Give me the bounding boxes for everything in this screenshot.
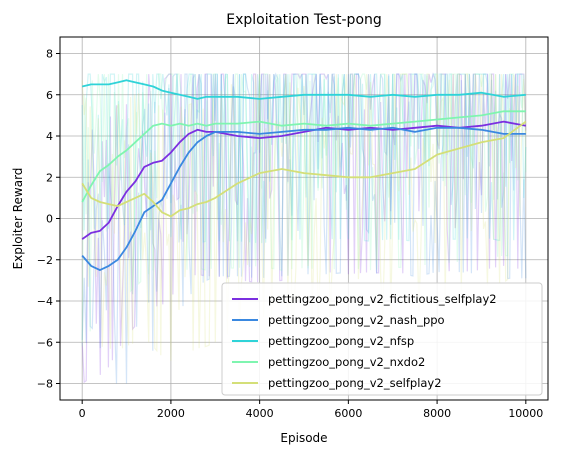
legend: pettingzoo_pong_v2_fictitious_selfplay2p…	[221, 282, 543, 396]
axis-ticks: 0 2000 4000 6000 8000 10000 −8 −6 −4 −2 0 2 4 6 8	[37, 48, 544, 421]
x-tick-label: 4000	[246, 407, 274, 420]
x-tick-label: 2000	[157, 407, 185, 420]
x-axis-label: Episode	[280, 431, 327, 445]
series-lines	[81, 79, 527, 272]
series-line-3	[81, 79, 526, 100]
legend-entry-1: pettingzoo_pong_v2_fictitious_selfplay2	[268, 292, 497, 306]
series-line-1	[81, 120, 526, 240]
y-axis-label: Exploiter Reward	[11, 168, 25, 270]
x-tick-label: 8000	[423, 407, 451, 420]
series-line-2	[81, 126, 526, 272]
chart-title: Exploitation Test-pong	[226, 12, 382, 28]
series-line-4	[81, 110, 526, 203]
y-tick-label: −4	[37, 295, 53, 308]
series-line-5	[81, 120, 527, 218]
raw-trace-5	[81, 73, 527, 361]
x-tick-label: 10000	[508, 407, 543, 420]
legend-entry-3: pettingzoo_pong_v2_nfsp	[268, 334, 414, 348]
y-tick-label: −8	[37, 378, 53, 391]
x-tick-label: 6000	[334, 407, 362, 420]
y-tick-label: 4	[46, 130, 53, 143]
y-tick-label: 8	[46, 48, 53, 61]
y-tick-label: 0	[46, 213, 53, 226]
legend-entry-2: pettingzoo_pong_v2_nash_ppo	[268, 313, 445, 327]
raw-trace-4	[81, 73, 527, 347]
raw-trace-2	[81, 72, 527, 384]
legend-entry-5: pettingzoo_pong_v2_selfplay2	[268, 376, 442, 390]
y-tick-label: −6	[37, 336, 53, 349]
legend-box	[221, 282, 543, 396]
y-tick-label: −2	[37, 254, 53, 267]
raw-trace-1	[81, 72, 527, 384]
y-tick-label: 6	[46, 89, 53, 102]
x-tick-label: 0	[79, 407, 86, 420]
y-tick-label: 2	[46, 171, 53, 184]
legend-entry-4: pettingzoo_pong_v2_nxdo2	[268, 355, 425, 369]
